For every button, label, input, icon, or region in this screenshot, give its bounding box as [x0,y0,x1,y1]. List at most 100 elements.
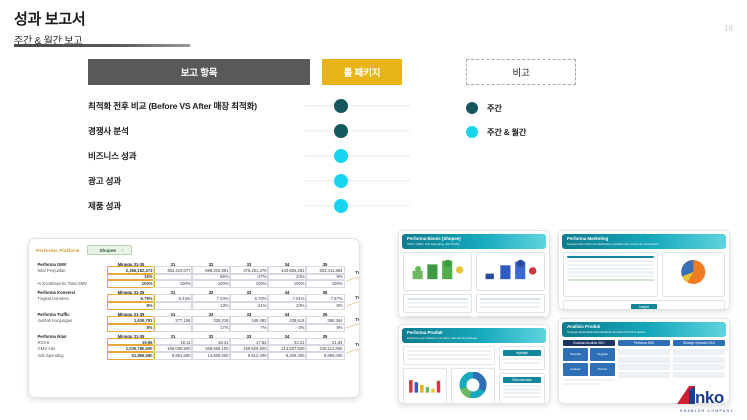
teal-donut-svg [459,371,487,399]
report-frequency-dot[interactable] [334,148,348,163]
legend-item: 주간 & 월간 [466,120,526,144]
platform-card-header: Performa Platform Shopee + [36,245,352,255]
metric-label: Jumlah Kunjungan [37,317,73,323]
col-header-performa: Performa SKU [618,340,670,346]
produk-table [403,346,495,366]
blue-bar-waterfall-svg [485,259,537,280]
metric-value: 7.24% [191,293,231,303]
report-row-label: 비즈니스 성과 [88,150,137,161]
table-row: 8% 17% 7% -3% 9% [36,322,359,332]
metric-highlight: 1,639,791 [107,315,155,325]
trend-cell: Trend [344,339,359,359]
metric-highlight: 19.96 [107,337,155,347]
report-frequency-dot[interactable] [334,98,348,113]
group-label: Performa Iklan [37,333,67,339]
metric-value: 213,537,500 [267,344,307,353]
metric-value: 7% [229,322,269,332]
week-header: 31 [170,289,176,295]
metric-value: 9% [305,322,345,332]
svg-text:nko: nko [695,388,724,406]
report-row-connector [304,154,410,157]
week-header: 31 [170,333,176,339]
metric-value [153,272,193,282]
preview-title: Performa Produk [407,330,443,335]
platform-chip-plus[interactable]: + [121,247,125,253]
week-header: 35 [322,289,328,295]
sparkline-icon [345,301,359,307]
period-header: Minggu 31-35 [117,333,145,339]
report-row[interactable]: 경쟁사 분석 [88,118,410,143]
metric-value: 14,609,000 [191,351,231,360]
metric-value: 13% [191,300,231,310]
produk-rekomendasi-panel: Rekomendasi [499,372,545,403]
report-row[interactable]: 광고 성과 [88,168,410,193]
metric-highlight: 15% [107,272,155,282]
preview-body: Kuadran Analisis SKU Potensial Unggulan … [559,340,729,391]
metric-value: 19.11 [153,337,193,347]
report-row[interactable]: 비즈니스 성과 [88,143,410,168]
preview-body: Insight [559,252,729,309]
preview-performa-produk[interactable]: Performa Produk Performa per Kategori, p… [398,324,550,404]
sparkline-icon [345,276,359,282]
metric-value: 23% [267,300,307,310]
metric-value: 100% [153,279,193,288]
preview-performa-marketing[interactable]: Performa Marketing Keseluruhan Performa … [558,230,730,310]
metric-value: 368,364 [305,315,345,325]
table-row: Jumlah Kunjungan 1,639,791 277,106 329,219 3… [36,315,359,329]
quadrant-unggulan: Unggulan [590,348,615,361]
metric-highlight: 8% [107,322,155,332]
metric-value: 18.41 [191,337,231,347]
platform-performance-card[interactable]: Performa Platform Shopee + Performa GMV M… [28,238,360,398]
preview-performa-bisnis[interactable]: Performa Bisnis (Shopee) GMV, Traffic, A… [398,230,550,318]
preview-analisis-produk[interactable]: Analisis Produk Strategi Optimalisasi Be… [558,318,730,404]
metric-label [36,302,108,309]
report-row-label: 광고 성과 [88,175,122,186]
period-header: Minggu 31-35 [117,289,145,295]
platform-chip-shopee[interactable]: Shopee + [87,245,133,255]
rekomendasi-label: Rekomendasi [503,376,541,383]
metric-value: 100% [229,279,269,288]
company-logo: nko ENABLER COMPANY [675,384,739,414]
preview-header-bar: Performa Marketing Keseluruhan Performa … [562,234,726,249]
period-header: Minggu 31-35 [117,262,145,267]
week-header: 33 [246,311,252,317]
report-frequency-dot[interactable] [334,173,348,188]
legend-dot [466,102,478,114]
report-frequency-dot[interactable] [334,123,348,138]
metric-value: 7.57% [305,293,345,303]
metric-value: 376,251,370 [229,266,269,275]
metric-highlight: 100% [107,279,155,288]
metric-value: 329,219 [191,315,231,325]
report-row[interactable]: 최적화 전후 비교 (Before VS After 매장 최적화) [88,93,410,118]
week-header: 31 [170,262,176,267]
report-frequency-dot[interactable] [334,198,348,213]
week-header: 33 [246,262,252,267]
table-group-row: Performa Iklan Minggu 31-35 31 32 33 34 35 [36,331,359,339]
legend-label: 주간 & 월간 [487,128,527,137]
metric-label: GMV Ads [37,346,56,352]
metric-highlight: 2,386,182,473 [107,266,155,275]
quadrant-evaluasi: Evaluasi [563,363,588,376]
sparkline-icon [345,348,359,354]
marketing-table [563,252,659,297]
period-header: Minggu 31-35 [117,311,145,317]
metric-value: 6.43% [153,293,193,303]
metric-value: 7.01% [267,293,307,303]
report-row-list: 최적화 전후 비교 (Before VS After 매장 최적화) 경쟁사 분석… [88,93,410,218]
page-title: 성과 보고서 [14,11,86,28]
metric-label: ROAS [37,339,50,345]
col-header-kuadran: Kuadran Analisis SKU [563,340,615,346]
metric-value [153,300,193,310]
page-header: 성과 보고서 주간 & 월간 보고 [14,8,86,47]
metric-value: 598,202,881 [191,266,231,275]
report-row-label: 최적화 전후 비교 (Before VS After 매장 최적화) [88,100,257,111]
platform-chip-label: Shopee [99,247,117,253]
page-subtitle: 주간 & 월간 보고 [14,36,83,47]
trend-cell: Trend [344,317,359,331]
report-row[interactable]: 제품 성과 [88,193,410,218]
table-row: Ads Spending 51,886,680 8,691,600 14,609,00… [36,351,359,360]
legend-title: 비고 [466,59,576,85]
report-row-connector [304,204,410,207]
